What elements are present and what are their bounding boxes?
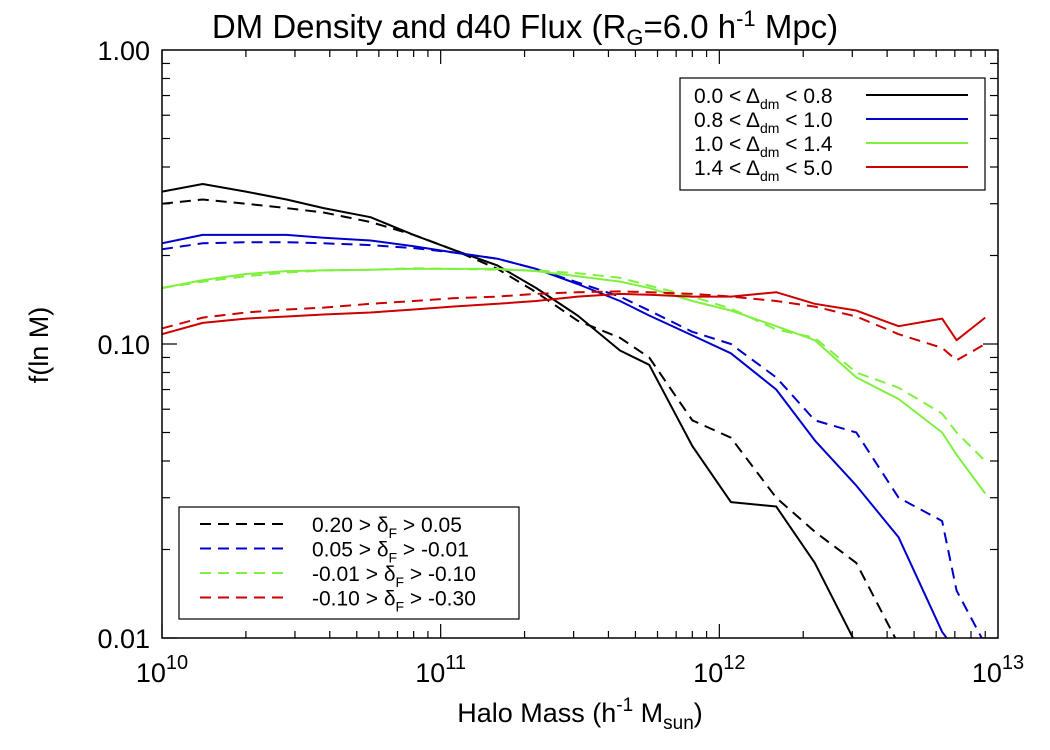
legend-label: 0.20 > δF > 0.05 — [312, 514, 462, 541]
legend-entry: 1.4 < Δdm < 5.0 — [694, 157, 968, 184]
tick-labels: 1010 1011 1012 1013 0.01 0.10 1.00 — [97, 36, 1024, 688]
legend-entry: 0.8 < Δdm < 1.0 — [694, 109, 968, 136]
legend-label: -0.10 > δF > -0.30 — [312, 588, 476, 615]
legend-top: 0.0 < Δdm < 0.80.8 < Δdm < 1.01.0 < Δdm … — [679, 77, 986, 191]
legend-entry: -0.01 > δF > -0.10 — [200, 563, 476, 590]
legend-box — [178, 506, 520, 620]
y-axis-label: f(ln M) — [24, 307, 54, 384]
legend-label: 0.0 < Δdm < 0.8 — [694, 85, 833, 112]
axes-ticks — [161, 50, 998, 639]
title-text: DM Density and d40 Flux (RG=6.0 h-1 Mpc) — [212, 6, 838, 50]
chart-title: DM Density and d40 Flux (RG=6.0 h-1 Mpc) — [212, 6, 838, 50]
x-axis-label: Halo Mass (h-1 Msun) — [457, 695, 703, 734]
legend-entry: 0.0 < Δdm < 0.8 — [694, 85, 968, 112]
series-lines — [162, 183, 987, 638]
legend-bottom: 0.20 > δF > 0.050.05 > δF > -0.01-0.01 >… — [178, 506, 520, 620]
legend-box — [679, 77, 986, 191]
plot-frame — [161, 49, 999, 639]
legend-label: 0.8 < Δdm < 1.0 — [694, 109, 833, 136]
series-line-0 — [162, 183, 855, 638]
axis-labels: Halo Mass (h-1 Msun) f(ln M) — [24, 307, 703, 734]
x-tick-label: 1010 — [136, 652, 188, 688]
legend-label: 1.4 < Δdm < 5.0 — [694, 157, 833, 184]
series-line-2 — [162, 233, 948, 638]
series-line-7 — [162, 290, 986, 362]
x-tick-label: 1012 — [693, 652, 745, 688]
legend-entry: 1.0 < Δdm < 1.4 — [694, 133, 968, 160]
legend-label: 1.0 < Δdm < 1.4 — [694, 133, 833, 160]
y-tick-label: 0.10 — [97, 330, 150, 360]
legend-entry: 0.05 > δF > -0.01 — [200, 539, 469, 566]
series-line-6 — [162, 291, 986, 342]
x-tick-label: 1013 — [972, 652, 1024, 688]
series-line-3 — [162, 241, 983, 638]
x-tick-label: 1011 — [415, 652, 466, 688]
legend-label: -0.01 > δF > -0.10 — [312, 563, 476, 590]
legend-label: 0.05 > δF > -0.01 — [312, 539, 469, 566]
series-line-4 — [162, 267, 987, 495]
legend-entry: 0.20 > δF > 0.05 — [200, 514, 462, 541]
legend-entry: -0.10 > δF > -0.30 — [200, 588, 476, 615]
y-tick-label: 1.00 — [97, 36, 150, 66]
series-line-5 — [162, 267, 986, 462]
y-tick-label: 0.01 — [97, 624, 150, 654]
